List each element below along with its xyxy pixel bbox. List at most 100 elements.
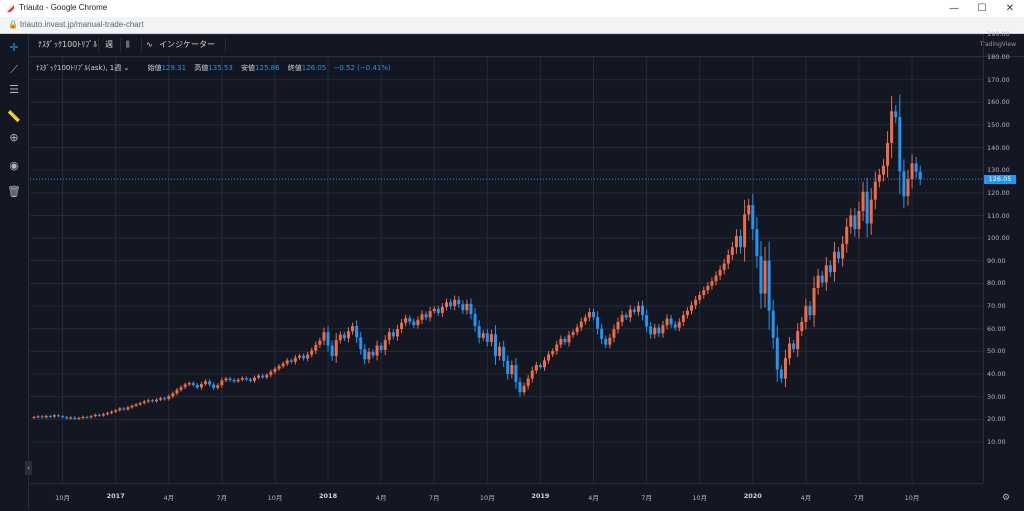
- candle-body: [359, 337, 363, 350]
- chart-type-icon[interactable]: ⫼: [126, 40, 130, 49]
- candle-body: [612, 329, 616, 338]
- time-tick-label: 7月: [641, 494, 652, 502]
- candle-body: [440, 307, 444, 313]
- time-tick-label: 2020: [743, 492, 762, 500]
- candle-body: [159, 398, 163, 400]
- price-tick-label: 60.00: [987, 324, 1006, 333]
- interval-selector[interactable]: 週: [105, 40, 113, 49]
- candle-body: [122, 408, 126, 410]
- indicators-button[interactable]: インジケーター: [159, 40, 215, 49]
- candle-body: [424, 314, 428, 318]
- candle-body: [804, 306, 808, 322]
- candle-body: [555, 344, 559, 351]
- candle-body: [228, 378, 232, 380]
- candle-body: [530, 370, 534, 379]
- candle-body: [261, 375, 265, 378]
- candle-body: [779, 369, 783, 379]
- ruler-icon[interactable]: 📏: [7, 110, 21, 123]
- time-tick-label: 10月: [479, 494, 495, 502]
- drawing-toolbar: ✛ ⟋ ☰ 📏 ⊕ ◉ 🗑: [0, 34, 29, 510]
- candle-body: [379, 345, 383, 351]
- candle-body: [538, 364, 542, 368]
- candle-body: [873, 181, 877, 200]
- indicators-icon[interactable]: ∿: [146, 40, 153, 49]
- candle-body: [322, 332, 326, 341]
- candle-body: [150, 400, 154, 402]
- candle-body: [783, 358, 787, 379]
- candle-body: [126, 407, 130, 410]
- crosshair-icon[interactable]: ✛: [9, 41, 19, 54]
- address-bar[interactable]: 🔒 triauto.invast.jp/manual-trade-chart: [0, 17, 1024, 34]
- candle-body: [726, 254, 730, 264]
- zoom-icon[interactable]: ⊕: [9, 131, 19, 144]
- candle-body: [326, 332, 330, 346]
- minimize-button[interactable]: —: [949, 3, 959, 14]
- price-tick-label: 150.00: [987, 120, 1010, 129]
- candle-body: [849, 215, 853, 227]
- maximize-button[interactable]: ☐: [977, 3, 987, 14]
- url-text[interactable]: triauto.invast.jp/manual-trade-chart: [20, 20, 144, 29]
- time-tick-label: 4月: [375, 494, 387, 502]
- candle-body: [743, 214, 747, 248]
- candle-body: [163, 398, 167, 400]
- candle-body: [649, 326, 653, 335]
- candle-body: [130, 405, 134, 408]
- candle-body: [641, 305, 645, 316]
- candle-body: [453, 299, 457, 307]
- change-value: −0.52 (−0.41%): [333, 64, 391, 72]
- candle-body: [636, 305, 640, 312]
- candle-body: [685, 310, 689, 316]
- tradingview-brand: TradingView: [979, 41, 1016, 48]
- price-tick-label: 30.00: [987, 392, 1006, 401]
- fib-icon[interactable]: ☰: [9, 83, 19, 96]
- candle-body: [820, 275, 824, 283]
- candle-body: [85, 416, 89, 418]
- collapse-panel-button[interactable]: ‹: [25, 461, 32, 475]
- candle-body: [894, 111, 898, 117]
- candle-body: [665, 318, 669, 326]
- candle-body: [902, 171, 906, 197]
- candle-body: [391, 332, 395, 337]
- candle-body: [334, 340, 338, 356]
- candle-body: [608, 337, 612, 345]
- candle-body: [698, 295, 702, 300]
- time-tick-label: 2019: [531, 492, 550, 500]
- candle-body: [718, 269, 722, 276]
- trendline-icon[interactable]: ⟋: [10, 63, 18, 76]
- candle-body: [383, 340, 387, 351]
- symbol-selector[interactable]: ﾅｽﾀﾞｯｸ100ﾄﾘﾌﾟﾙ: [38, 40, 98, 49]
- eye-icon[interactable]: ◉: [9, 159, 19, 172]
- candle-body: [571, 332, 575, 336]
- candle-body: [232, 379, 236, 382]
- candle-body: [673, 324, 677, 328]
- low-value: 125.86: [255, 64, 280, 72]
- candle-body: [763, 260, 767, 294]
- candle-body: [583, 317, 587, 322]
- candle-body: [624, 315, 628, 318]
- candle-body: [653, 327, 657, 335]
- chevron-down-icon[interactable]: ⌄: [123, 64, 130, 72]
- candle-body: [93, 414, 97, 417]
- price-chart[interactable]: [0, 34, 1024, 510]
- price-tick-label: 190.00: [987, 30, 1010, 39]
- candle-body: [155, 399, 159, 402]
- candle-body: [318, 340, 322, 345]
- price-axis[interactable]: 10.00 20.00 30.00 40.00 50.00 60.00 70.00 80.00…: [983, 30, 1024, 483]
- trash-icon[interactable]: 🗑: [7, 185, 21, 198]
- settings-gear-icon[interactable]: ⚙: [1002, 493, 1011, 503]
- candle-body: [257, 375, 261, 378]
- price-tick-label: 100.00: [987, 234, 1010, 243]
- candle-body: [408, 318, 412, 322]
- candle-body: [755, 229, 759, 257]
- candle-body: [351, 326, 355, 332]
- time-axis[interactable]: 10月 2017 4月 7月 10月 2018 4月 7月 10月 2019 4月 7月 10月 2020…: [30, 483, 983, 511]
- candle-body: [465, 303, 469, 311]
- candle-body: [534, 364, 538, 371]
- candle-body: [77, 417, 81, 419]
- legend-symbol[interactable]: ﾅｽﾀﾞｯｸ100ﾄﾘﾌﾟﾙ(ask), 1週: [36, 64, 122, 72]
- candle-body: [110, 411, 114, 414]
- close-value: 126.05: [301, 64, 327, 72]
- close-button[interactable]: ✕: [1005, 3, 1015, 14]
- open-value: 129.31: [161, 64, 187, 72]
- candle-body: [857, 210, 861, 230]
